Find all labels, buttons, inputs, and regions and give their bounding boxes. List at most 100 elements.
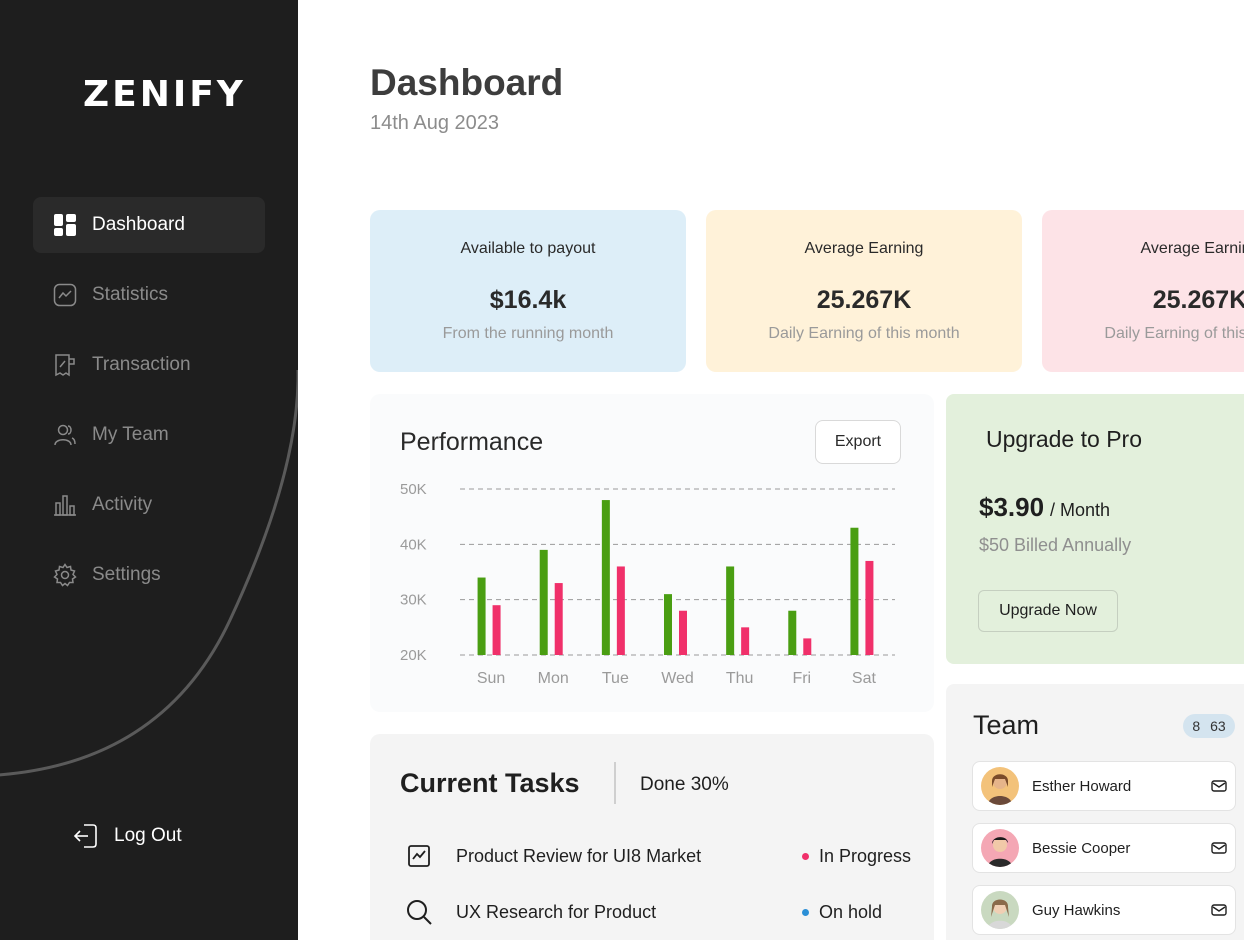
- bar-fri-b: [803, 638, 812, 655]
- stat-title: Available to payout: [460, 240, 596, 257]
- bar-mon-b: [554, 583, 563, 655]
- bar-sun-a: [477, 577, 486, 655]
- chart-line-icon: [52, 283, 77, 308]
- bar-tue-b: [616, 566, 625, 655]
- task-status-label: On hold: [819, 901, 883, 922]
- upgrade-period: / Month: [1050, 500, 1111, 520]
- avatar: [981, 767, 1019, 805]
- stat-title: Average Earning: [804, 240, 924, 257]
- sidebar-item-dashboard[interactable]: Dashboard: [33, 197, 265, 253]
- sidebar-decorative-arc: [0, 370, 298, 777]
- member-name: Guy Hawkins: [1032, 901, 1121, 919]
- bar-wed-a: [664, 594, 672, 655]
- bar-thu-a: [726, 566, 735, 655]
- stat-subtitle: From the running month: [442, 325, 614, 342]
- bar-chart-icon: [52, 493, 77, 518]
- bar-tue-a: [601, 500, 610, 655]
- y-tick-label: 20K: [400, 647, 427, 664]
- bar-thu-b: [741, 627, 750, 655]
- sidebar: ZENIFY Dashboard Statistics Transaction …: [0, 0, 298, 940]
- mail-icon[interactable]: [1211, 778, 1227, 794]
- x-tick-label: Thu: [726, 670, 754, 687]
- x-tick-label: Fri: [792, 670, 811, 687]
- divider: [614, 762, 616, 804]
- upgrade-billed: $50 Billed Annually: [979, 535, 1132, 555]
- tasks-done: Done 30%: [640, 774, 729, 795]
- team-badge-b: 63: [1210, 718, 1226, 734]
- x-tick-label: Sat: [852, 670, 877, 687]
- status-dot: [802, 908, 809, 916]
- task-status: On hold: [802, 902, 882, 923]
- x-tick-label: Mon: [538, 670, 569, 687]
- x-tick-label: Tue: [602, 670, 629, 687]
- member-name: Esther Howard: [1032, 777, 1132, 795]
- bar-wed-b: [679, 610, 687, 655]
- page-date: 14th Aug 2023: [370, 112, 500, 134]
- stat-card-average-earning-2: Average Earning 25.267K Daily Earning of…: [1042, 210, 1244, 372]
- task-row[interactable]: UX Research for Product On hold: [404, 896, 914, 928]
- sidebar-item-statistics[interactable]: Statistics: [33, 267, 265, 323]
- logout-label: Log Out: [114, 825, 182, 846]
- x-tick-label: Wed: [661, 670, 694, 687]
- stat-subtitle: Daily Earning of this month: [768, 325, 960, 342]
- sidebar-item-settings[interactable]: Settings: [33, 547, 265, 603]
- x-tick-label: Sun: [477, 670, 505, 687]
- logout-button[interactable]: Log Out: [72, 822, 182, 850]
- stat-card-average-earning: Average Earning 25.267K Daily Earning of…: [706, 210, 1022, 372]
- stat-value: 25.267K: [1152, 286, 1244, 314]
- stat-value: $16.4k: [489, 286, 567, 314]
- team-card: Team 8 63 Esther Howard Bessie Cooper Gu…: [946, 684, 1244, 940]
- team-badge-a: 8: [1192, 718, 1201, 734]
- upgrade-now-button[interactable]: Upgrade Now: [978, 590, 1118, 632]
- logo: ZENIFY: [83, 74, 246, 115]
- y-tick-label: 50K: [400, 481, 427, 498]
- stat-title: Average Earning: [1140, 240, 1244, 257]
- receipt-icon: [52, 353, 77, 378]
- member-name: Bessie Cooper: [1032, 839, 1131, 857]
- avatar: [981, 891, 1019, 929]
- stat-value: 25.267K: [816, 286, 912, 314]
- sidebar-item-label: Statistics: [92, 284, 169, 305]
- bar-sun-b: [492, 605, 501, 655]
- page-title: Dashboard: [370, 62, 564, 103]
- team-member[interactable]: Esther Howard: [972, 761, 1236, 811]
- team-member[interactable]: Guy Hawkins: [972, 885, 1236, 935]
- sidebar-item-label: My Team: [92, 424, 169, 445]
- sidebar-item-my-team[interactable]: My Team: [33, 407, 265, 463]
- sidebar-item-activity[interactable]: Activity: [33, 477, 265, 533]
- y-tick-label: 40K: [400, 536, 427, 553]
- sidebar-item-label: Dashboard: [92, 214, 185, 235]
- sidebar-item-label: Activity: [92, 494, 153, 515]
- performance-card: 50K 40K 30K 20K Sun Mon Tue Wed Thu Fri Sat Perfor…: [370, 394, 934, 712]
- gear-icon: [52, 563, 77, 588]
- task-row[interactable]: Product Review for UI8 Market In Progres…: [404, 840, 914, 872]
- mail-icon[interactable]: [1211, 902, 1227, 918]
- team-member[interactable]: Bessie Cooper: [972, 823, 1236, 873]
- performance-title: Performance: [400, 428, 544, 456]
- mail-icon[interactable]: [1211, 840, 1227, 856]
- export-button[interactable]: Export: [815, 420, 901, 464]
- status-dot: [802, 852, 809, 860]
- task-name: UX Research for Product: [456, 901, 657, 922]
- task-status: In Progress: [802, 846, 911, 867]
- team-count-badge: 8 63: [1183, 714, 1235, 738]
- stat-subtitle: Daily Earning of this month: [1104, 325, 1244, 342]
- avatar: [981, 829, 1019, 867]
- grid-icon: [52, 213, 77, 238]
- chart-box-icon: [404, 841, 434, 871]
- sidebar-item-label: Settings: [92, 564, 161, 585]
- tasks-title: Current Tasks: [400, 768, 580, 798]
- upgrade-title: Upgrade to Pro: [986, 426, 1142, 452]
- users-icon: [52, 423, 77, 448]
- logout-icon: [72, 822, 100, 850]
- task-status-label: In Progress: [819, 845, 912, 866]
- bar-mon-a: [539, 549, 548, 655]
- bar-sat-a: [850, 527, 859, 655]
- team-title: Team: [973, 710, 1040, 740]
- task-name: Product Review for UI8 Market: [456, 845, 702, 866]
- y-tick-label: 30K: [400, 592, 427, 609]
- sidebar-item-transaction[interactable]: Transaction: [33, 337, 265, 393]
- stat-card-payout: Available to payout $16.4k From the runn…: [370, 210, 686, 372]
- bar-sat-b: [865, 560, 874, 655]
- search-icon: [404, 897, 434, 927]
